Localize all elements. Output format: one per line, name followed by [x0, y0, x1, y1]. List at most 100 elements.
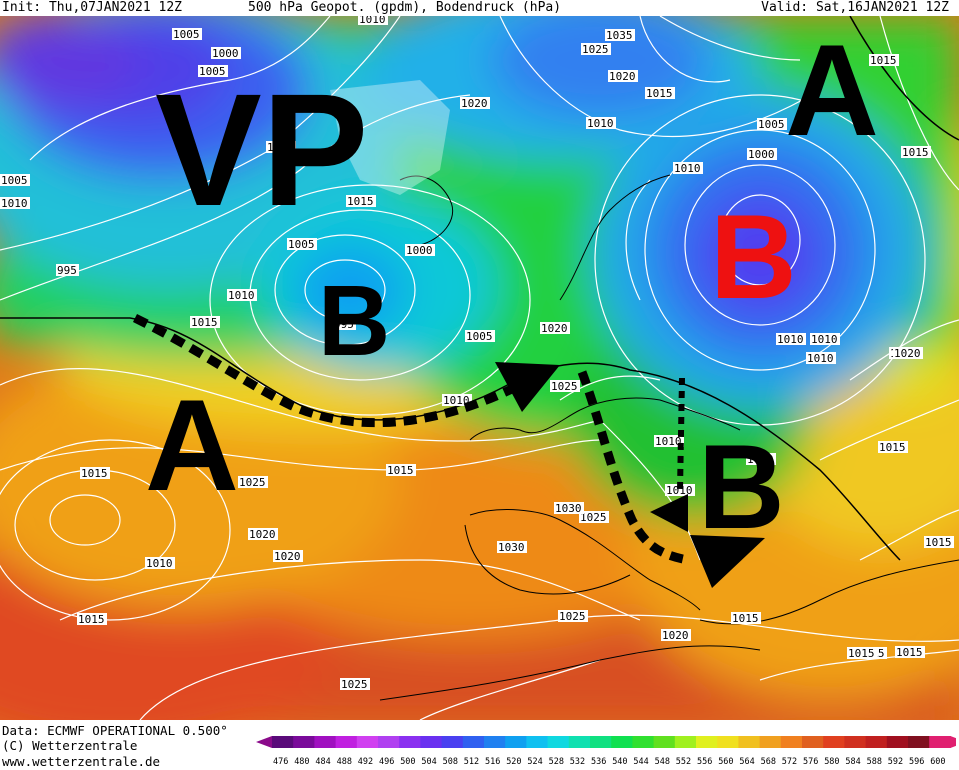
isobar-label-bg	[893, 347, 923, 359]
isobar-label-bg	[0, 174, 30, 186]
isobar-label-bg	[558, 610, 588, 622]
isobar-label: 1010	[1, 197, 28, 210]
scale-swatch	[356, 736, 379, 748]
isobar-label-bg	[550, 380, 580, 392]
isobar-label-bg	[747, 148, 777, 160]
isobar-label-bg	[579, 511, 609, 523]
color-scale-legend: 476 480 484 488 492 496 500 504 508 512 516 520 524 5…	[256, 736, 956, 767]
data-source: Data: ECMWF OPERATIONAL 0.500°	[2, 723, 228, 738]
isobar-label: 1010	[666, 484, 693, 497]
isobar-label-bg	[608, 70, 638, 82]
isobar-label-bg	[346, 195, 376, 207]
chart-footer: Data: ECMWF OPERATIONAL 0.500° (C) Wette…	[0, 720, 959, 770]
isobar-label: 1015	[848, 647, 875, 660]
scale-tick-label: 484	[315, 757, 330, 767]
isobar-label: 1010	[587, 117, 614, 130]
scale-swatch	[378, 736, 400, 748]
isobar-label: 1020	[662, 629, 689, 642]
scale-swatch	[653, 736, 676, 748]
isobar-label: 1010	[146, 557, 173, 570]
isobar-label: 1000	[212, 47, 239, 60]
scale-swatch	[844, 736, 867, 748]
isobar-label-bg	[581, 43, 611, 55]
isobar-label-bg	[333, 318, 356, 330]
isobar-label-bg	[56, 264, 79, 276]
valid-time: Valid: Sat,16JAN2021 12Z	[761, 0, 949, 15]
isobar-label-bg	[901, 146, 931, 158]
isobar-label-bg	[497, 541, 527, 553]
isobar-label: 1000	[748, 148, 775, 161]
coastlines	[379, 174, 959, 701]
isobar-label: 1025	[239, 476, 266, 489]
scale-swatch	[865, 736, 888, 748]
isobar-label: 1010	[443, 394, 470, 407]
isobar-label: 1010	[811, 333, 838, 346]
init-time: Init: Thu,07JAN2021 12Z	[2, 0, 183, 15]
scale-swatch	[568, 736, 591, 748]
high-nw-label: A	[145, 372, 239, 518]
isobar-label: 1005	[466, 330, 493, 343]
scale-tick-label: 584	[845, 757, 860, 767]
isobar-label: 995	[57, 264, 77, 277]
isobar-label: 1025	[551, 380, 578, 393]
isobar-label-bg	[227, 289, 257, 301]
scale-swatch	[484, 736, 506, 748]
scale-tick-label: 568	[761, 757, 776, 767]
isobar-label: 1015	[81, 467, 108, 480]
isobar-label: 1005	[288, 238, 315, 251]
south-path-arrow	[677, 377, 685, 491]
isobar-label: 1015	[879, 441, 906, 454]
scale-tick-label: 588	[867, 757, 882, 767]
isobar-label-bg	[287, 238, 317, 250]
isobar-label: 1010	[807, 352, 834, 365]
scale-swatch	[505, 736, 527, 748]
scale-tick-label: 532	[570, 757, 585, 767]
isobar-label-bg	[776, 333, 806, 345]
isobar-label-bg	[358, 16, 388, 25]
isobar-label-bg	[145, 557, 175, 569]
isobar-label: 1015	[870, 54, 897, 67]
scale-tick-label: 536	[591, 757, 606, 767]
isobar-label: 1025	[582, 43, 609, 56]
isobar-label-bg	[211, 47, 241, 59]
scale-tick-label: 540	[612, 757, 627, 767]
scale-swatch	[696, 736, 718, 748]
isobar-label-bg	[605, 29, 635, 41]
isobar-label-bg	[731, 612, 761, 624]
isobar-label-bg	[645, 87, 675, 99]
isobar-label: 1015	[387, 464, 414, 477]
isobar-label-bg	[0, 197, 30, 209]
isobar-label: 1000	[406, 244, 433, 257]
scale-swatch	[674, 736, 697, 748]
isobar-label-bg	[665, 484, 695, 496]
greenland	[330, 80, 450, 195]
isobar-label-bg	[248, 528, 278, 540]
scale-tick-label: 560	[718, 757, 733, 767]
isobar-label: 1010	[655, 435, 682, 448]
isobar-label-bg	[340, 678, 370, 690]
isobar-label: 1005	[1, 174, 28, 187]
scale-tick-label: 496	[379, 757, 394, 767]
isobar-label-bg	[172, 28, 202, 40]
scale-tick-label: 476	[273, 757, 288, 767]
scale-swatch	[886, 736, 909, 748]
scale-tick-label: 600	[930, 757, 945, 767]
isobar-label-bg	[460, 97, 490, 109]
isobar-label-bg	[746, 453, 776, 465]
website-url: www.wetterzentrale.de	[2, 754, 161, 769]
isobar-label: 1015	[896, 646, 923, 659]
isobar-label: 1030	[555, 502, 582, 515]
isobar-label-bg	[673, 162, 703, 174]
scale-tick-label: 524	[527, 757, 542, 767]
isobar-label-bg	[924, 536, 954, 548]
isobar-label: 1025	[341, 678, 368, 691]
isobar-label-bg	[465, 330, 495, 342]
arrowhead-southeast	[690, 535, 765, 588]
isobar-label: 1010	[228, 289, 255, 302]
isobar-label-bg	[238, 476, 268, 488]
scale-tick-label: 492	[358, 757, 373, 767]
isobar-label: 1015	[78, 613, 105, 626]
isobar-label-bg	[405, 244, 435, 256]
isobar-label: 1020	[894, 347, 921, 360]
isobar-label: 1015	[925, 536, 952, 549]
